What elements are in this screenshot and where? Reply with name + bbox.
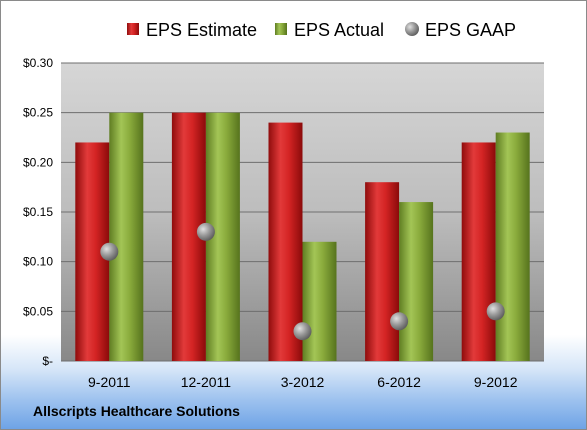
legend-label: EPS Estimate	[146, 20, 257, 40]
point-eps-gaap	[390, 312, 409, 331]
legend-label: EPS Actual	[294, 20, 384, 40]
bar-eps-estimate	[268, 122, 303, 361]
y-tick-label: $0.30	[23, 56, 53, 70]
bar-eps-actual	[495, 132, 530, 361]
legend-swatch	[127, 23, 139, 35]
legend-label: EPS GAAP	[425, 20, 516, 40]
legend-item-eps-gaap: EPS GAAP	[405, 20, 516, 40]
bar-eps-actual	[399, 202, 434, 361]
point-eps-gaap	[100, 242, 119, 261]
bar-eps-estimate	[365, 182, 400, 361]
point-eps-gaap	[293, 322, 312, 341]
legend-item-eps-estimate: EPS Estimate	[127, 20, 257, 40]
y-tick-label: $0.10	[23, 255, 53, 269]
x-tick-label: 6-2012	[377, 374, 421, 390]
x-tick-label: 12-2011	[181, 374, 232, 390]
y-tick-label: $0.15	[23, 205, 53, 219]
y-tick-label: $0.05	[23, 304, 53, 318]
bar-eps-actual	[109, 112, 144, 362]
legend-swatch	[275, 23, 287, 35]
legend-item-eps-actual: EPS Actual	[275, 20, 384, 40]
legend: EPS Estimate EPS Actual EPS GAAP	[127, 20, 516, 40]
x-tick-label: 3-2012	[281, 374, 325, 390]
x-tick-label: 9-2011	[88, 374, 131, 390]
x-axis-ticks: 9-2011 12-2011 3-2012 6-2012 9-2012	[88, 374, 518, 390]
x-tick-label: 9-2012	[474, 374, 518, 390]
company-name: Allscripts Healthcare Solutions	[33, 403, 240, 419]
bar-eps-actual	[302, 241, 337, 361]
gaap-points	[100, 222, 505, 341]
y-tick-label: $0.20	[23, 155, 53, 169]
y-axis-ticks: $0.30 $0.25 $0.20 $0.15 $0.10 $0.05 $-	[23, 56, 53, 368]
point-eps-gaap	[196, 222, 215, 241]
y-tick-label: $-	[42, 354, 53, 368]
bar-eps-estimate	[461, 142, 496, 361]
legend-swatch	[405, 22, 419, 36]
point-eps-gaap	[486, 302, 505, 321]
y-tick-label: $0.25	[23, 106, 53, 120]
